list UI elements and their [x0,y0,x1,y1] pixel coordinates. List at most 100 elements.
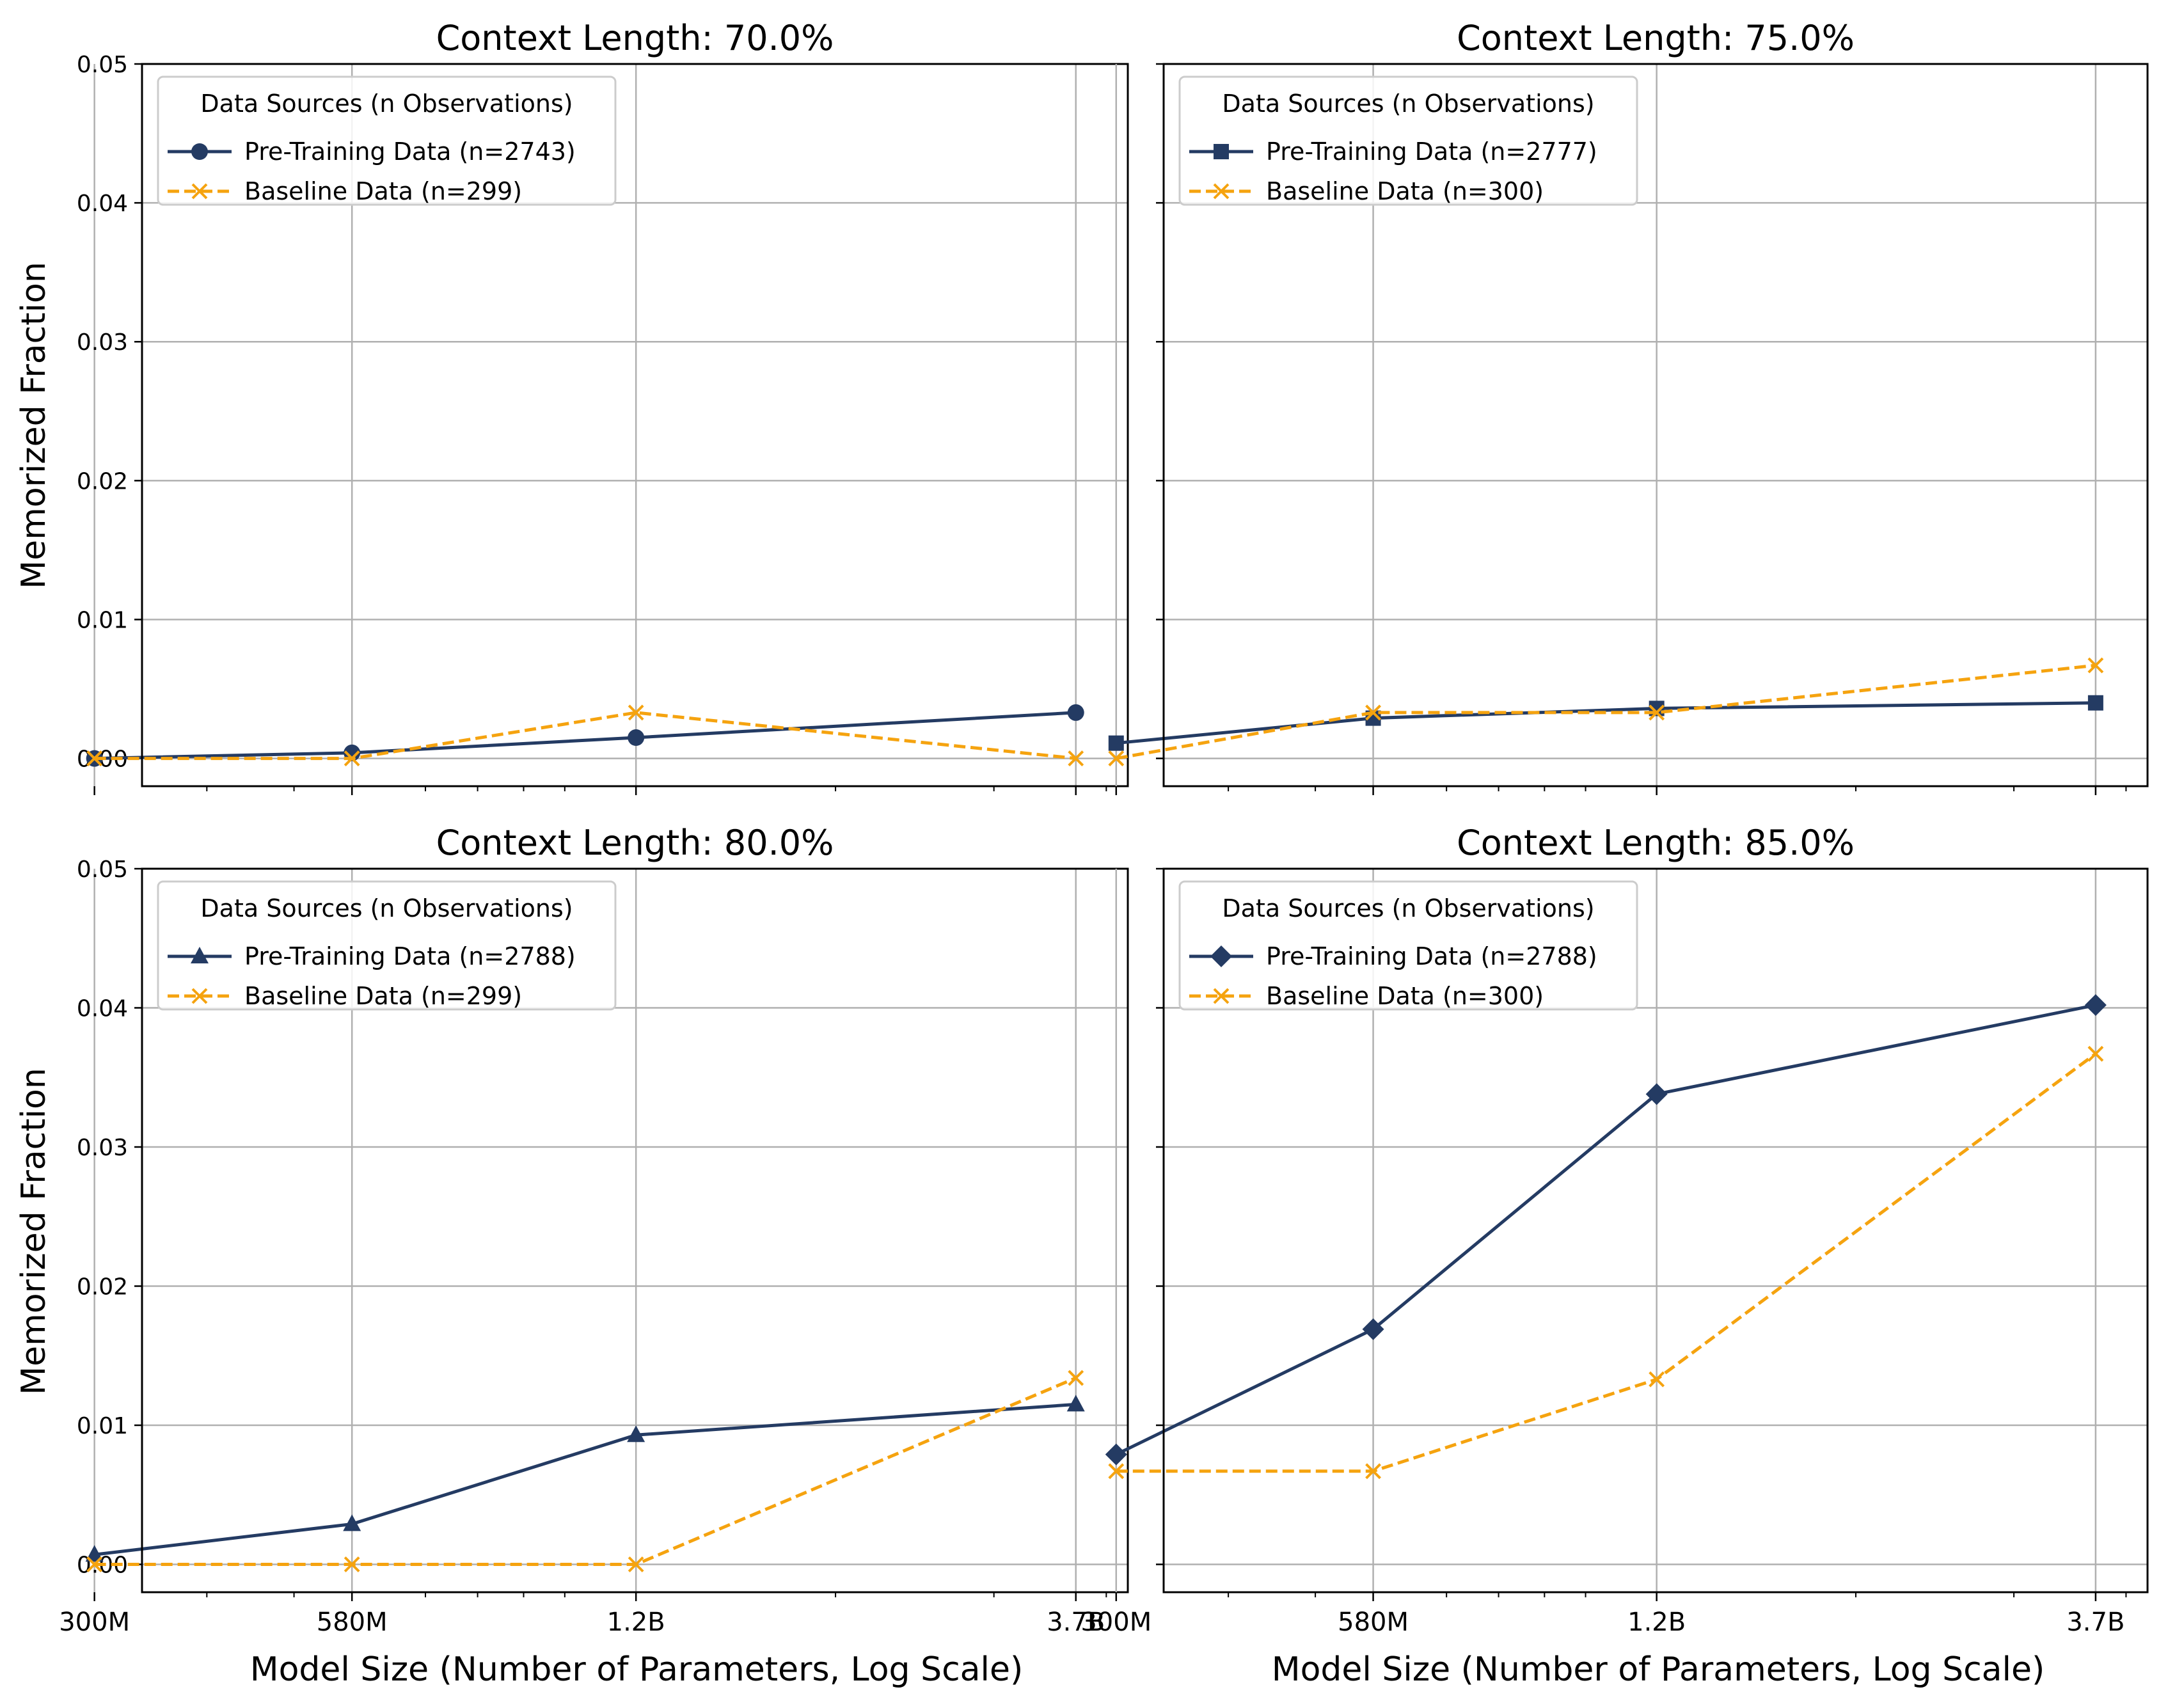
y-tick-label: 0.01 [77,1413,128,1439]
pretraining-point [2084,994,2107,1016]
legend-label: Pre-Training Data (n=2743) [244,138,576,166]
legend-label: Pre-Training Data (n=2788) [1266,942,1597,970]
y-tick-label: 0.04 [77,191,128,217]
baseline-line [1116,1052,2097,1473]
legend-label: Baseline Data (n=299) [244,177,522,205]
legend-title: Data Sources (n Observations) [1222,90,1594,118]
pretraining-line [94,1402,1076,1556]
x-tick-label: 580M [317,1608,388,1637]
pretraining-point [1362,1318,1384,1340]
legend-box [1178,880,1638,1011]
panel-title: Context Length: 80.0% [436,823,834,863]
figure-ylabel-top: Memorized Fraction [15,262,53,589]
y-tick-label: 0.03 [77,1135,128,1161]
pretraining-line [94,711,1076,761]
y-tick-label: 0.02 [77,468,128,494]
legend-box [157,880,617,1011]
pretraining-point [1066,1395,1085,1412]
pretraining-point [628,729,645,747]
legend-title: Data Sources (n Observations) [200,894,573,922]
legend-title: Data Sources (n Observations) [200,90,573,118]
panel-title: Context Length: 70.0% [436,18,834,58]
legend-label: Pre-Training Data (n=2788) [244,942,576,970]
baseline-point [1649,704,1665,721]
legend-label: Pre-Training Data (n=2777) [1266,138,1597,166]
legend-box [157,75,617,206]
legend-label: Baseline Data (n=299) [244,982,522,1010]
baseline-point [1108,1463,1125,1480]
baseline-point [86,1556,103,1572]
axes-frame [1162,867,2149,1593]
pretraining-point [1067,704,1084,721]
x-tick-label: 3.7B [1047,1608,1105,1637]
pretraining-point [1645,1083,1668,1105]
figure-xlabel-right: Model Size (Number of Parameters, Log Sc… [1272,1650,2045,1689]
baseline-line [94,711,1076,761]
baseline-point [2087,657,2104,674]
panel-title: Context Length: 85.0% [1457,823,1855,863]
y-tick-label: 0.05 [77,52,128,78]
pretraining-point [1105,1443,1127,1466]
baseline-point [1108,750,1125,766]
legend: Data Sources (n Observations) Pre-Trainin… [157,75,617,206]
x-tick-label: 1.2B [607,1608,665,1637]
baseline-line [94,1376,1077,1566]
baseline-point [86,750,103,766]
y-tick-label: 0.02 [77,1274,128,1301]
chart-panel-2: Context Length: 75.0% Data Sources (n Obs… [1108,18,2149,795]
legend-marker [191,143,208,160]
legend-marker [191,183,208,200]
baseline-point [628,704,644,721]
legend: Data Sources (n Observations) Pre-Trainin… [157,880,617,1011]
pretraining-line [1116,701,2096,745]
baseline-point [344,1556,360,1572]
legend-marker [1214,144,1229,159]
baseline-point [344,750,360,766]
baseline-point [1068,750,1084,766]
baseline-point [1365,1463,1381,1480]
legend-label: Baseline Data (n=300) [1266,982,1544,1010]
axes-frame [1162,63,2149,787]
baseline-point [1365,704,1381,721]
y-tick-label: 0.03 [77,329,128,356]
baseline-point [2087,1045,2104,1062]
legend-marker [191,988,208,1004]
x-tick-label: 300M [1080,1608,1151,1637]
legend: Data Sources (n Observations) Pre-Trainin… [1178,880,1638,1011]
x-tick-label: 580M [1338,1608,1409,1637]
legend-marker [191,947,209,963]
legend-box [1178,75,1638,206]
chart-panel-4: 300M 580M 1.2B 3.7B Context Length: 85.0% Dat… [1080,823,2149,1637]
legend: Data Sources (n Observations) Pre-Trainin… [1178,75,1638,206]
x-tick-label: 1.2B [1627,1608,1686,1637]
legend-marker [1213,183,1230,200]
legend-label: Baseline Data (n=300) [1266,177,1544,205]
figure-ylabel-bottom: Memorized Fraction [15,1068,53,1395]
x-tick-label: 300M [59,1608,130,1637]
baseline-point [628,1556,644,1572]
y-tick-label: 0.05 [77,857,128,883]
legend-marker [1213,988,1230,1004]
axes-frame [141,867,1129,1593]
axes-frame [141,63,1129,787]
baseline-point [1649,1371,1665,1388]
x-tick-label: 3.7B [2066,1608,2124,1637]
baseline-point [1068,1370,1084,1386]
pretraining-point [343,1514,361,1531]
legend-title: Data Sources (n Observations) [1222,894,1594,922]
pretraining-point [1108,735,1124,751]
pretraining-point [85,1545,104,1562]
pretraining-line [1115,1003,2096,1456]
legend-marker [1210,945,1232,967]
y-tick-label: 0.01 [77,607,128,633]
pretraining-point [2087,695,2103,711]
y-tick-label: 0.04 [77,996,128,1022]
panel-title: Context Length: 75.0% [1457,18,1855,58]
pretraining-point [627,1425,645,1443]
figure-xlabel-left: Model Size (Number of Parameters, Log Sc… [250,1650,1024,1689]
baseline-line [1116,663,2096,761]
